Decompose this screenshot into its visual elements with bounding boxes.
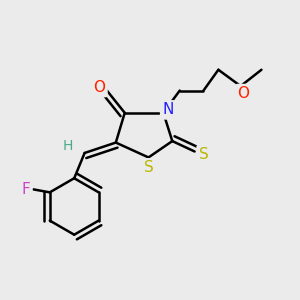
Text: O: O xyxy=(238,86,250,101)
Text: O: O xyxy=(94,80,106,95)
Text: H: H xyxy=(63,139,74,152)
Text: N: N xyxy=(162,102,173,117)
Text: F: F xyxy=(22,182,30,197)
Text: S: S xyxy=(199,147,208,162)
Text: S: S xyxy=(144,160,153,175)
